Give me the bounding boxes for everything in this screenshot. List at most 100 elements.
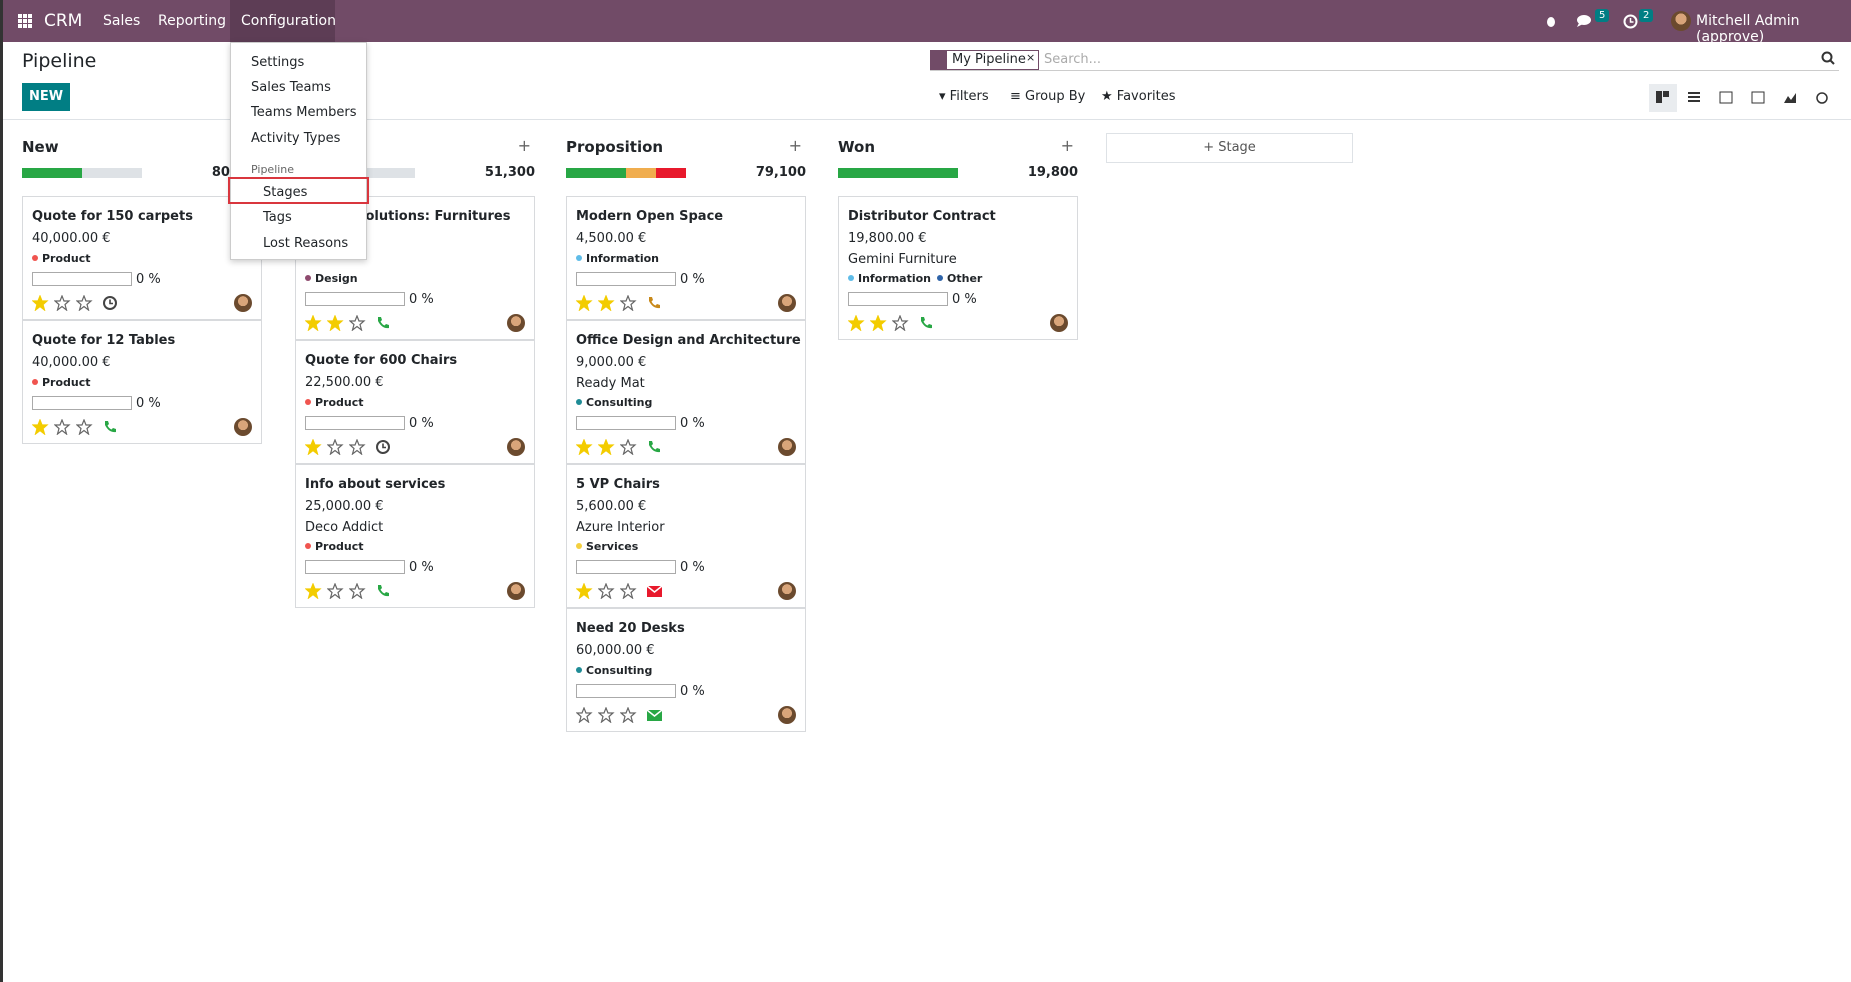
dropdown-item[interactable]: Lost Reasons bbox=[263, 236, 349, 251]
assignee-avatar bbox=[507, 582, 525, 600]
priority-star[interactable] bbox=[620, 295, 638, 311]
search-facet[interactable]: My Pipeline × bbox=[930, 50, 1039, 70]
debug-icon[interactable] bbox=[1544, 14, 1558, 28]
tag-dot bbox=[305, 399, 311, 405]
filters-button[interactable]: ▾ Filters bbox=[939, 89, 989, 104]
group-by-button[interactable]: ≡ Group By bbox=[1010, 89, 1086, 104]
app-name[interactable]: CRM bbox=[44, 11, 83, 31]
priority-star[interactable] bbox=[598, 439, 616, 455]
priority-star[interactable] bbox=[870, 315, 888, 331]
kanban-card[interactable]: Distributor Contract 19,800.00 € Gemini Fu… bbox=[838, 196, 1078, 340]
menu-item[interactable]: Sales bbox=[103, 13, 141, 29]
priority-star[interactable] bbox=[892, 315, 910, 331]
tag-dot bbox=[305, 543, 311, 549]
activity-icon[interactable] bbox=[646, 295, 663, 311]
add-stage-button[interactable]: + Stage bbox=[1106, 133, 1353, 163]
kanban-card[interactable]: Quote for 150 carpets 40,000.00 € Product 0… bbox=[22, 196, 262, 320]
view-switcher[interactable] bbox=[1656, 91, 1836, 105]
progress-text: 0 % bbox=[136, 395, 161, 411]
activity-icon[interactable] bbox=[646, 707, 663, 723]
dropdown-item[interactable]: Stages bbox=[263, 185, 308, 200]
priority-star[interactable] bbox=[576, 439, 594, 455]
tag-text: Consulting bbox=[586, 396, 653, 409]
priority-star[interactable] bbox=[327, 439, 345, 455]
priority-star[interactable] bbox=[848, 315, 866, 331]
priority-star[interactable] bbox=[54, 295, 72, 311]
card-customer: Azure Interior bbox=[576, 520, 665, 535]
card-actions bbox=[32, 414, 252, 440]
priority-star[interactable] bbox=[32, 295, 50, 311]
menu-item[interactable]: Configuration bbox=[241, 13, 336, 29]
activity-icon[interactable] bbox=[375, 315, 392, 331]
priority-star[interactable] bbox=[576, 707, 594, 723]
priority-star[interactable] bbox=[76, 419, 94, 435]
activities-icon[interactable] bbox=[1623, 14, 1638, 29]
activity-icon[interactable] bbox=[918, 315, 935, 331]
activity-icon[interactable] bbox=[102, 419, 119, 435]
kanban-card[interactable]: Office Design and Architecture 9,000.00 €… bbox=[566, 320, 806, 464]
priority-star[interactable] bbox=[54, 419, 72, 435]
priority-star[interactable] bbox=[305, 583, 323, 599]
dropdown-item[interactable]: Activity Types bbox=[251, 131, 341, 146]
dropdown-item[interactable]: Tags bbox=[263, 210, 292, 225]
activity-icon[interactable] bbox=[102, 295, 119, 311]
column-progress bbox=[566, 168, 686, 178]
priority-star[interactable] bbox=[32, 419, 50, 435]
activity-icon[interactable] bbox=[646, 583, 663, 599]
tag: Information bbox=[576, 252, 659, 265]
messages-icon[interactable] bbox=[1576, 14, 1594, 28]
kanban-view-button[interactable] bbox=[1649, 84, 1677, 112]
priority-star[interactable] bbox=[598, 707, 616, 723]
kanban-card[interactable]: Need 20 Desks 60,000.00 € Consulting 0 % bbox=[566, 608, 806, 732]
progress-bar bbox=[305, 292, 405, 306]
dropdown-item[interactable]: Settings bbox=[251, 55, 305, 70]
tag: Product bbox=[305, 396, 364, 409]
search-icon[interactable] bbox=[1821, 51, 1835, 65]
column-add[interactable]: + bbox=[517, 136, 531, 155]
column-title: Won bbox=[838, 138, 875, 156]
kanban-card[interactable]: 5 VP Chairs 5,600.00 € Azure Interior Servi… bbox=[566, 464, 806, 608]
card-name: Distributor Contract bbox=[848, 209, 996, 224]
dropdown-item[interactable]: Teams Members bbox=[251, 105, 357, 120]
kanban-card[interactable]: Info about services 25,000.00 € Deco Addic… bbox=[295, 464, 535, 608]
card-amount: 25,000.00 € bbox=[305, 499, 384, 514]
priority-star[interactable] bbox=[620, 707, 638, 723]
progress-bar bbox=[576, 416, 676, 430]
priority-star[interactable] bbox=[620, 439, 638, 455]
search-placeholder[interactable]: Search... bbox=[1044, 52, 1102, 67]
column-title: Proposition bbox=[566, 138, 664, 156]
card-progress: 0 % bbox=[576, 412, 796, 434]
priority-star[interactable] bbox=[576, 295, 594, 311]
activity-icon[interactable] bbox=[375, 583, 392, 599]
kanban-card[interactable]: Quote for 600 Chairs 22,500.00 € Product 0 … bbox=[295, 340, 535, 464]
priority-star[interactable] bbox=[598, 295, 616, 311]
priority-star[interactable] bbox=[620, 583, 638, 599]
kanban-card[interactable]: Modern Open Space 4,500.00 € Information 0 … bbox=[566, 196, 806, 320]
priority-star[interactable] bbox=[349, 439, 367, 455]
priority-star[interactable] bbox=[327, 315, 345, 331]
user-avatar[interactable] bbox=[1671, 11, 1691, 31]
priority-star[interactable] bbox=[305, 439, 323, 455]
activity-icon[interactable] bbox=[375, 439, 392, 455]
priority-star[interactable] bbox=[76, 295, 94, 311]
column-add[interactable]: + bbox=[1060, 136, 1074, 155]
priority-star[interactable] bbox=[327, 583, 345, 599]
favorites-button[interactable]: ★ Favorites bbox=[1101, 89, 1176, 104]
column-add[interactable]: + bbox=[788, 136, 802, 155]
column-total: 79,100 bbox=[755, 165, 806, 180]
kanban-card[interactable]: Quote for 12 Tables 40,000.00 € Product 0 % bbox=[22, 320, 262, 444]
activity-icon[interactable] bbox=[646, 439, 663, 455]
priority-star[interactable] bbox=[349, 315, 367, 331]
user-name[interactable]: Mitchell Admin (approve) bbox=[1696, 13, 1800, 45]
dropdown-item[interactable]: Sales Teams bbox=[251, 80, 331, 95]
menu-item[interactable]: Reporting bbox=[158, 13, 227, 29]
search-bar[interactable] bbox=[930, 49, 1839, 71]
priority-star[interactable] bbox=[349, 583, 367, 599]
priority-star[interactable] bbox=[598, 583, 616, 599]
facet-remove[interactable]: × bbox=[1026, 51, 1036, 64]
apps-icon[interactable] bbox=[18, 14, 32, 28]
new-button[interactable]: NEW bbox=[22, 83, 70, 111]
priority-star[interactable] bbox=[305, 315, 323, 331]
tag: Other bbox=[937, 272, 982, 285]
priority-star[interactable] bbox=[576, 583, 594, 599]
